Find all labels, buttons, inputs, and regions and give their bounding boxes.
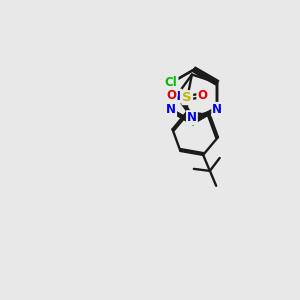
Text: Cl: Cl [165,76,178,89]
Text: N: N [171,90,181,103]
Text: N: N [187,111,197,124]
Text: O: O [167,89,177,102]
Text: S: S [182,91,192,104]
Text: O: O [197,89,207,102]
Text: N: N [166,103,176,116]
Text: N: N [212,103,222,116]
